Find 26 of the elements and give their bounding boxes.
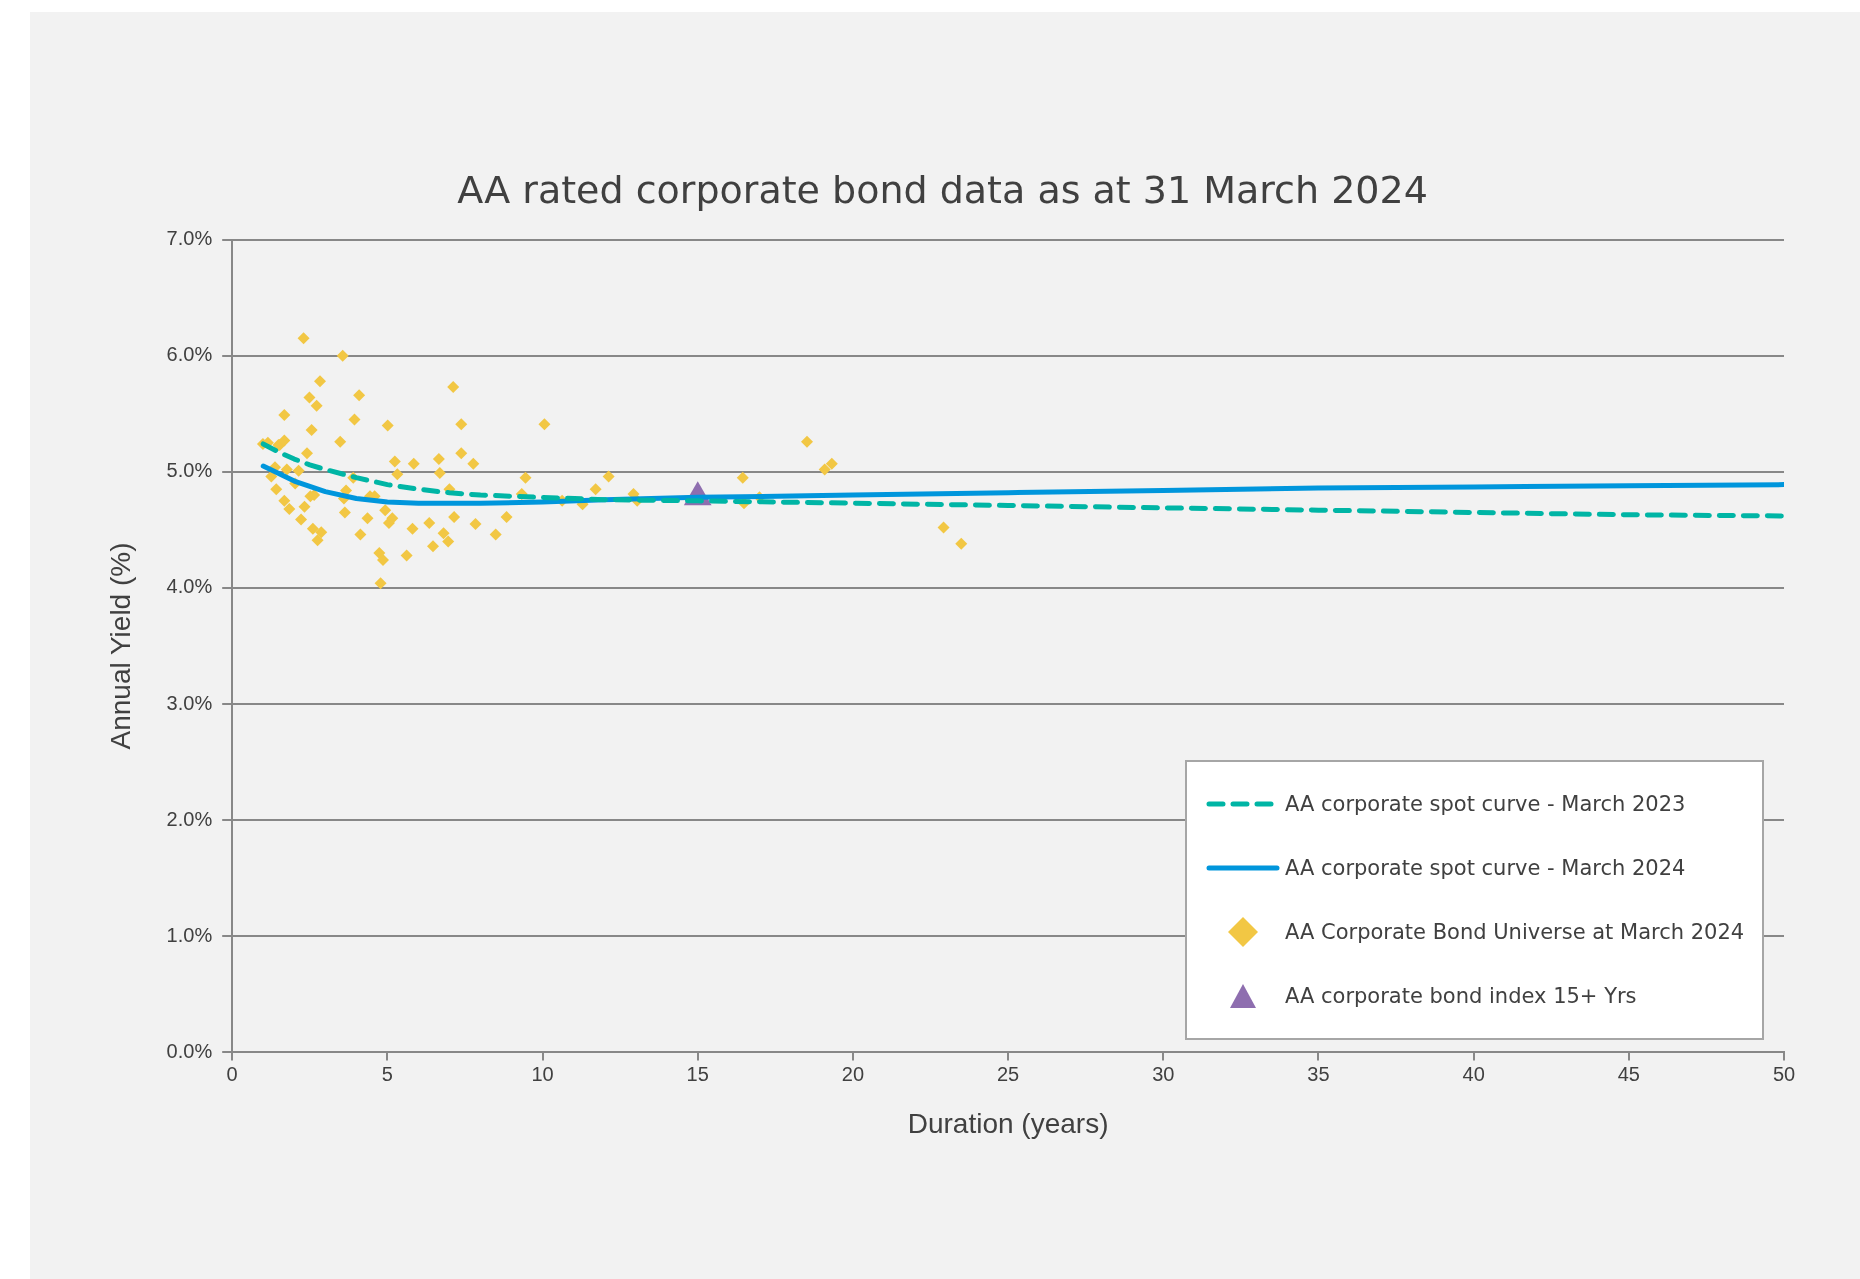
y-tick-label: 0.0% — [166, 1039, 213, 1062]
x-tick-label: 25 — [996, 1062, 1020, 1085]
legend-label: AA corporate bond index 15+ Yrs — [1285, 984, 1637, 1009]
y-tick-label: 2.0% — [166, 807, 213, 830]
legend-label: AA Corporate Bond Universe at March 2024 — [1285, 920, 1745, 945]
x-tick-label: 40 — [1462, 1062, 1485, 1085]
x-tick-label: 45 — [1617, 1062, 1640, 1085]
x-tick-label: 35 — [1307, 1062, 1330, 1085]
chart-title: AA rated corporate bond data as at 31 March 2024 — [457, 167, 1428, 212]
x-tick-label: 5 — [381, 1062, 393, 1085]
x-tick-label: 15 — [686, 1062, 709, 1085]
x-tick-label: 20 — [841, 1062, 865, 1085]
legend-label: AA corporate spot curve - March 2024 — [1285, 856, 1686, 881]
y-axis-title: Annual Yield (%) — [104, 542, 136, 750]
x-tick-label: 10 — [531, 1062, 554, 1085]
y-tick-label: 1.0% — [166, 923, 213, 946]
y-tick-label: 6.0% — [166, 343, 213, 366]
x-tick-label: 0 — [226, 1062, 238, 1085]
y-tick-label: 3.0% — [166, 691, 213, 714]
x-tick-label: 30 — [1152, 1062, 1175, 1085]
y-tick-label: 4.0% — [166, 575, 213, 598]
x-tick-label: 50 — [1772, 1062, 1796, 1085]
y-tick-label: 5.0% — [166, 459, 213, 482]
y-tick-label: 7.0% — [166, 227, 213, 250]
legend-label: AA corporate spot curve - March 2023 — [1285, 792, 1686, 817]
x-axis-title: Duration (years) — [907, 1107, 1109, 1139]
